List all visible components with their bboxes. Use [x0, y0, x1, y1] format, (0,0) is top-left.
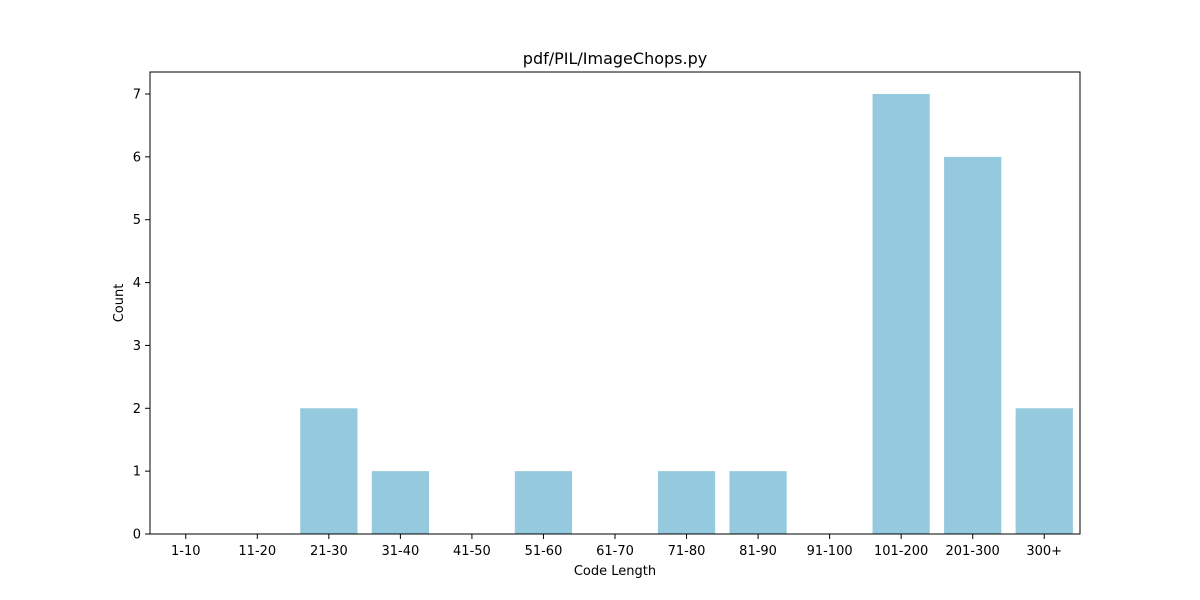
x-tick-label: 201-300: [946, 544, 1000, 559]
bar-81-90: [729, 471, 787, 534]
bar-201-300: [944, 156, 1002, 534]
y-tick-label: 3: [133, 339, 141, 354]
bar-31-40: [371, 471, 429, 534]
x-tick-label: 300+: [1026, 544, 1062, 559]
x-tick-label: 41-50: [453, 544, 491, 559]
y-tick-label: 2: [133, 402, 141, 417]
y-tick-label: 0: [133, 528, 141, 543]
bar-101-200: [872, 94, 930, 534]
x-axis-label: Code Length: [574, 564, 656, 579]
y-tick-label: 7: [133, 88, 141, 103]
bar-300+: [1015, 408, 1073, 534]
x-tick-label: 91-100: [807, 544, 853, 559]
chart-title: pdf/PIL/ImageChops.py: [523, 49, 707, 68]
x-tick-label: 11-20: [238, 544, 276, 559]
x-tick-label: 101-200: [874, 544, 928, 559]
bar-71-80: [657, 471, 716, 534]
plot-area-frame: [149, 71, 1081, 535]
x-axis: 1-10 11-20 21-30 31-40 41-50 51-60 61-70 71-80 8…: [171, 534, 1062, 559]
x-tick-label: 81-90: [739, 544, 777, 559]
x-tick-label: 71-80: [668, 544, 706, 559]
y-tick-label: 1: [133, 465, 141, 480]
x-tick-label: 51-60: [525, 544, 563, 559]
x-tick-label: 31-40: [381, 544, 419, 559]
x-tick-label: 61-70: [596, 544, 634, 559]
y-axis: 0 1 2 3 4 5 6 7: [133, 88, 150, 543]
y-tick-label: 5: [133, 213, 141, 228]
y-tick-label: 6: [133, 150, 141, 165]
bars-group: [300, 94, 1073, 534]
bar-51-60: [514, 471, 573, 534]
x-tick-label: 1-10: [171, 544, 201, 559]
x-tick-label: 21-30: [310, 544, 348, 559]
y-tick-label: 4: [133, 276, 141, 291]
y-axis-label: Count: [112, 284, 127, 323]
bar-21-30: [300, 408, 358, 534]
